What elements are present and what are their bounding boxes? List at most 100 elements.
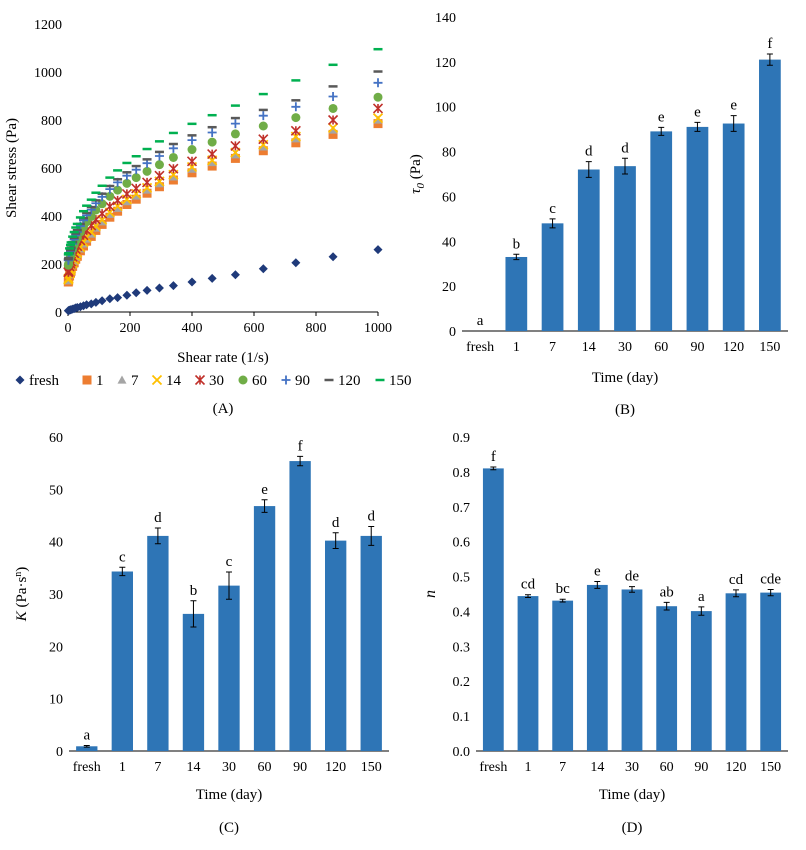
x-tick-label: 1 bbox=[119, 760, 126, 775]
data-point bbox=[328, 125, 338, 134]
data-point bbox=[258, 264, 268, 274]
x-axis-label: Time (day) bbox=[196, 787, 263, 803]
significance-letter: c bbox=[549, 201, 556, 217]
x-tick-label: 30 bbox=[625, 760, 639, 775]
x-tick-label: 600 bbox=[244, 321, 265, 336]
x-tick-label: 14 bbox=[590, 760, 604, 775]
y-tick-label: 0.6 bbox=[453, 536, 471, 551]
x-tick-label: 14 bbox=[582, 340, 596, 355]
data-point bbox=[207, 273, 217, 283]
significance-letter: d bbox=[621, 140, 629, 156]
x-tick-label: 7 bbox=[549, 340, 556, 355]
significance-letter: c bbox=[119, 549, 126, 565]
data-point bbox=[258, 121, 268, 131]
legend-marker bbox=[82, 375, 92, 385]
significance-letter: f bbox=[491, 449, 496, 465]
significance-letter: e bbox=[261, 482, 268, 498]
chart-a: 0 200 400 600 800 1000 1200 0 200 400 600 800 1000 Sh… bbox=[4, 18, 412, 417]
y-tick-label: 0.4 bbox=[453, 605, 471, 620]
legend: fresh 1 7 14 30 60 90 120 150 bbox=[15, 373, 412, 389]
error-bar bbox=[622, 157, 628, 175]
x-tick-label: 90 bbox=[293, 760, 307, 775]
legend-label: 1 bbox=[96, 373, 104, 389]
legend-label: 150 bbox=[389, 373, 412, 389]
data-point bbox=[105, 294, 115, 304]
x-tick-label: 400 bbox=[182, 321, 203, 336]
bar bbox=[690, 611, 712, 751]
bar bbox=[621, 589, 643, 751]
data-point bbox=[131, 191, 141, 200]
error-bar bbox=[694, 121, 701, 132]
y-tick-label: 600 bbox=[41, 162, 62, 177]
significance-letter: e bbox=[730, 98, 737, 114]
x-axis-label: Time (day) bbox=[592, 370, 659, 386]
data-point bbox=[168, 172, 178, 181]
bar bbox=[722, 123, 745, 332]
legend-marker bbox=[15, 375, 25, 385]
significance-letter: c bbox=[226, 554, 233, 570]
data-point bbox=[122, 197, 132, 206]
data-point bbox=[258, 142, 268, 151]
bar bbox=[614, 166, 636, 331]
x-tick-label: 120 bbox=[723, 340, 744, 355]
x-tick-label: fresh bbox=[479, 760, 507, 775]
data-point bbox=[328, 129, 338, 139]
x-tick-label: 0 bbox=[65, 321, 72, 336]
data-point bbox=[373, 245, 383, 255]
data-point bbox=[187, 164, 197, 173]
y-axis-label: Shear stress (Pa) bbox=[4, 118, 20, 218]
y-tick-label: 0.2 bbox=[453, 675, 471, 690]
error-bar bbox=[154, 527, 161, 545]
bar bbox=[505, 256, 528, 331]
series-fresh bbox=[63, 245, 383, 316]
y-tick-label: 80 bbox=[442, 146, 456, 161]
x-tick-label: 60 bbox=[654, 340, 668, 355]
data-point bbox=[187, 135, 197, 145]
error-bar bbox=[585, 161, 592, 178]
x-tick-label: 90 bbox=[690, 340, 704, 355]
x-tick-label: 120 bbox=[325, 760, 346, 775]
y-tick-label: 50 bbox=[49, 483, 63, 498]
y-tick-label: 800 bbox=[41, 114, 62, 129]
significance-letter: d bbox=[585, 144, 593, 160]
y-tick-label: 1000 bbox=[34, 66, 62, 81]
x-tick-label: 30 bbox=[618, 340, 632, 355]
data-point bbox=[131, 288, 141, 298]
data-point bbox=[207, 127, 217, 137]
data-point bbox=[230, 129, 240, 139]
legend-label: 90 bbox=[295, 373, 310, 389]
significance-letter: cde bbox=[760, 571, 781, 587]
x-tick-label: 60 bbox=[258, 760, 272, 775]
error-bar bbox=[730, 115, 737, 132]
bar bbox=[111, 571, 133, 751]
series-150 bbox=[63, 47, 383, 256]
data-point bbox=[373, 78, 383, 88]
data-point bbox=[122, 290, 132, 300]
significance-letter: cd bbox=[521, 577, 536, 593]
data-point bbox=[168, 143, 178, 153]
significance-letter: f bbox=[298, 438, 303, 454]
error-bar bbox=[766, 53, 773, 66]
y-tick-label: 60 bbox=[49, 431, 63, 446]
bar bbox=[289, 461, 311, 751]
y-axis-label: n bbox=[422, 590, 439, 598]
bar bbox=[482, 468, 504, 751]
y-tick-label: 60 bbox=[442, 190, 456, 205]
data-point bbox=[97, 296, 107, 306]
data-point bbox=[187, 145, 197, 155]
y-tick-label: 0.1 bbox=[453, 710, 471, 725]
data-point bbox=[258, 134, 269, 145]
y-tick-label: 0 bbox=[449, 325, 456, 340]
significance-letter: e bbox=[658, 109, 665, 125]
data-point bbox=[291, 102, 301, 112]
y-tick-label: 0.5 bbox=[453, 571, 471, 586]
error-bar bbox=[490, 466, 497, 471]
significance-letter: e bbox=[594, 563, 601, 579]
significance-letter: bc bbox=[556, 581, 571, 597]
y-axis-label: τ0 (Pa) bbox=[408, 154, 427, 194]
significance-letter: d bbox=[154, 510, 162, 526]
data-point bbox=[142, 185, 152, 194]
data-point bbox=[230, 270, 240, 280]
legend-marker bbox=[117, 375, 127, 384]
bar bbox=[725, 593, 747, 751]
